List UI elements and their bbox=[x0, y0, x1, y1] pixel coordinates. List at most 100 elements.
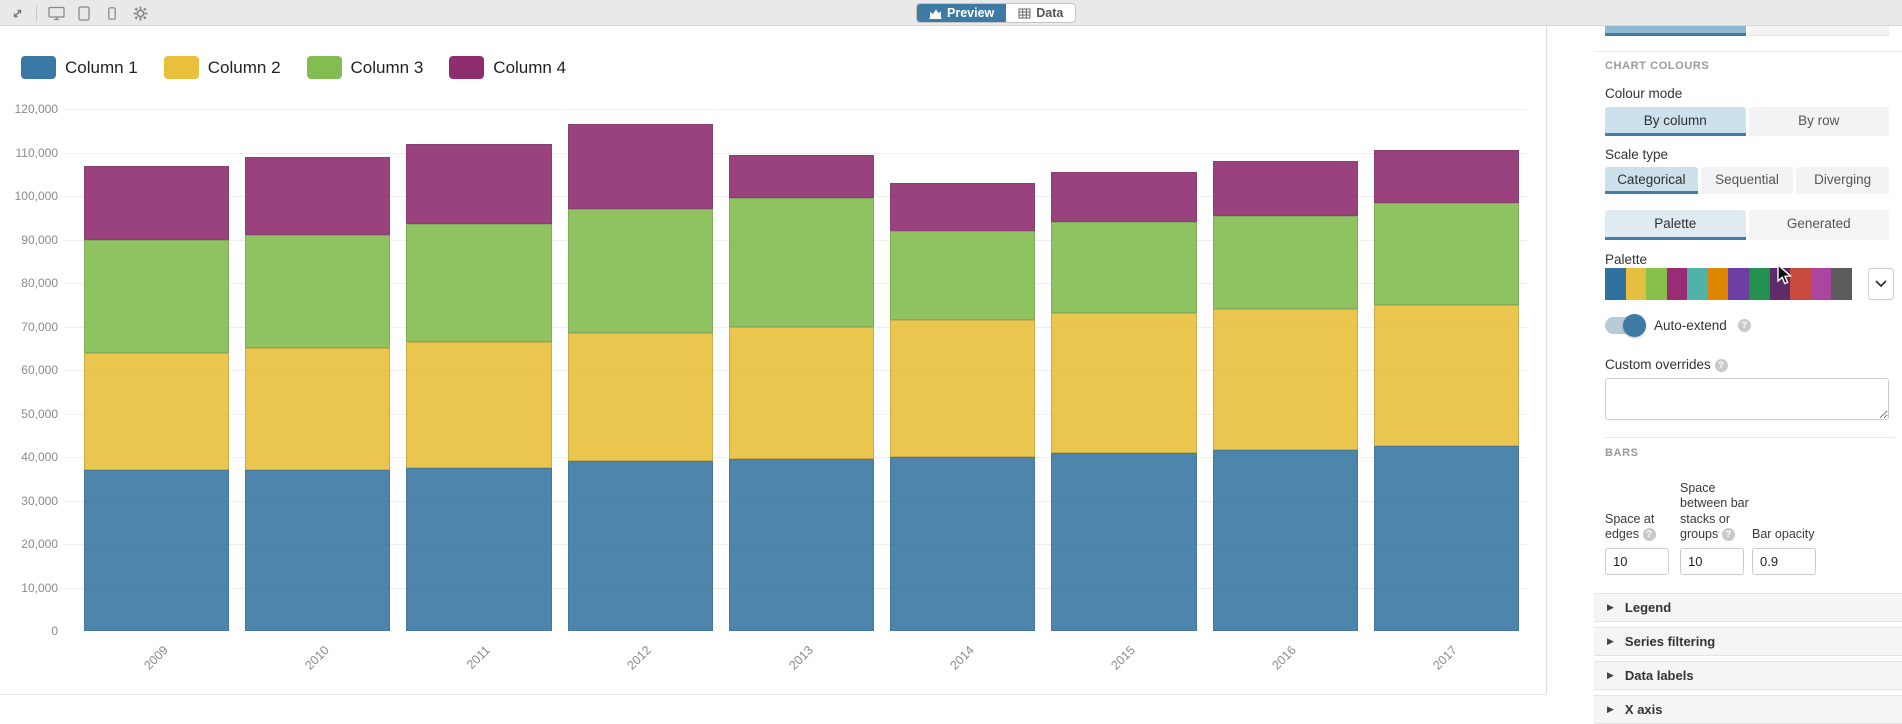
palette-swatch[interactable] bbox=[1790, 268, 1811, 300]
palette-swatch[interactable] bbox=[1769, 268, 1791, 300]
option-diverging[interactable]: Diverging bbox=[1796, 167, 1890, 194]
x-axis-tick-label: 2016 bbox=[1269, 643, 1300, 673]
palette-swatch[interactable] bbox=[1605, 268, 1626, 300]
bar-2011[interactable] bbox=[406, 143, 552, 631]
tab-preview[interactable]: Preview bbox=[917, 4, 1007, 22]
bar-segment[interactable] bbox=[1373, 304, 1519, 447]
bar-segment[interactable] bbox=[567, 209, 713, 334]
bar-segment[interactable] bbox=[890, 230, 1036, 320]
bar-segment[interactable] bbox=[245, 235, 391, 349]
space-between-input[interactable] bbox=[1680, 548, 1744, 575]
bar-segment[interactable] bbox=[1051, 172, 1197, 223]
accordion-x-axis[interactable]: ▶ X axis bbox=[1594, 695, 1902, 724]
accordion-label: Data labels bbox=[1624, 668, 1694, 683]
desktop-icon[interactable] bbox=[47, 4, 65, 22]
bar-segment[interactable] bbox=[406, 467, 552, 631]
bar-segment[interactable] bbox=[245, 470, 391, 631]
space-at-edges-input[interactable] bbox=[1605, 548, 1669, 575]
phone-icon[interactable] bbox=[103, 4, 121, 22]
question-mark-icon[interactable]: ? bbox=[1737, 319, 1751, 332]
palette-swatch[interactable] bbox=[1831, 268, 1852, 300]
bar-segment[interactable] bbox=[890, 319, 1036, 457]
bar-segment[interactable] bbox=[1373, 446, 1519, 631]
bar-segment[interactable] bbox=[1212, 309, 1358, 451]
expand-icon[interactable] bbox=[8, 4, 26, 22]
bar-segment[interactable] bbox=[1373, 202, 1519, 305]
question-mark-icon[interactable]: ? bbox=[1642, 527, 1656, 541]
bar-segment[interactable] bbox=[567, 124, 713, 210]
bar-segment[interactable] bbox=[1051, 222, 1197, 314]
bar-segment[interactable] bbox=[406, 143, 552, 225]
option-by-row[interactable]: By row bbox=[1748, 107, 1889, 136]
bar-segment[interactable] bbox=[84, 239, 230, 353]
option-categorical[interactable]: Categorical bbox=[1605, 167, 1698, 194]
tablet-icon[interactable] bbox=[75, 4, 93, 22]
accordion-label: X axis bbox=[1624, 702, 1663, 717]
bar-segment[interactable] bbox=[245, 348, 391, 471]
y-axis-tick-label: 110,000 bbox=[15, 145, 59, 160]
option-sequential[interactable]: Sequential bbox=[1700, 167, 1794, 194]
section-divider bbox=[1605, 437, 1895, 438]
bar-segment[interactable] bbox=[1051, 313, 1197, 453]
palette-swatch[interactable] bbox=[1646, 268, 1667, 300]
palette-swatch[interactable] bbox=[1810, 268, 1832, 300]
accordion-list: ▶ Legend ▶ Series filtering ▶ Data labels ▶ X a… bbox=[1594, 593, 1902, 724]
bar-2014[interactable] bbox=[890, 182, 1036, 631]
bar-segment[interactable] bbox=[890, 457, 1036, 631]
bar-segment[interactable] bbox=[245, 156, 391, 236]
bar-segment[interactable] bbox=[1373, 150, 1519, 203]
bar-2013[interactable] bbox=[728, 154, 875, 631]
bar-segment[interactable] bbox=[84, 165, 230, 240]
bar-segment[interactable] bbox=[1051, 452, 1197, 631]
palette-swatch[interactable] bbox=[1749, 268, 1770, 300]
option-palette[interactable]: Palette bbox=[1605, 210, 1746, 240]
bar-segment[interactable] bbox=[728, 154, 875, 199]
bar-segment[interactable] bbox=[567, 461, 713, 631]
tab-data[interactable]: Data bbox=[1006, 4, 1075, 22]
bar-segment[interactable] bbox=[728, 326, 875, 460]
accordion-series-filtering[interactable]: ▶ Series filtering bbox=[1594, 627, 1902, 656]
custom-overrides-textarea[interactable] bbox=[1605, 378, 1889, 420]
accordion-legend[interactable]: ▶ Legend bbox=[1594, 593, 1902, 622]
palette-swatch[interactable] bbox=[1625, 268, 1647, 300]
bar-segment[interactable] bbox=[406, 341, 552, 468]
bar-segment[interactable] bbox=[728, 459, 875, 631]
bar-segment[interactable] bbox=[890, 182, 1036, 231]
question-mark-icon[interactable]: ? bbox=[1714, 358, 1728, 372]
question-mark-icon[interactable]: ? bbox=[1721, 527, 1735, 541]
bar-2009[interactable] bbox=[84, 165, 230, 631]
gear-icon[interactable] bbox=[131, 4, 149, 22]
legend-item[interactable]: Column 1 bbox=[21, 56, 138, 79]
bar-segment[interactable] bbox=[1212, 161, 1358, 216]
legend-item[interactable]: Column 2 bbox=[163, 56, 281, 79]
legend-item[interactable]: Column 4 bbox=[449, 56, 566, 79]
palette-swatch[interactable] bbox=[1707, 268, 1729, 300]
bar-2017[interactable] bbox=[1373, 150, 1519, 631]
palette-swatch-strip[interactable] bbox=[1605, 268, 1852, 300]
bar-segment[interactable] bbox=[84, 352, 230, 471]
bar-2015[interactable] bbox=[1051, 172, 1197, 631]
bar-segment[interactable] bbox=[728, 198, 875, 327]
palette-swatch[interactable] bbox=[1728, 268, 1750, 300]
bar-segment[interactable] bbox=[1212, 450, 1358, 631]
y-axis-tick-label: 60,000 bbox=[21, 363, 58, 377]
auto-extend-toggle[interactable] bbox=[1605, 314, 1646, 337]
legend-item[interactable]: Column 3 bbox=[306, 56, 423, 79]
bar-2010[interactable] bbox=[245, 156, 391, 631]
y-axis-tick-label: 100,000 bbox=[14, 189, 58, 203]
option-generated[interactable]: Generated bbox=[1748, 210, 1889, 240]
accordion-data-labels[interactable]: ▶ Data labels bbox=[1594, 661, 1902, 690]
bar-opacity-input[interactable] bbox=[1752, 548, 1816, 575]
palette-dropdown-button[interactable] bbox=[1868, 268, 1894, 300]
bar-2016[interactable] bbox=[1212, 161, 1358, 631]
scale-type-label: Scale type bbox=[1605, 147, 1669, 162]
palette-swatch[interactable] bbox=[1687, 268, 1708, 300]
bar-2012[interactable] bbox=[567, 124, 713, 631]
bar-segment[interactable] bbox=[406, 224, 552, 342]
bar-segment[interactable] bbox=[1212, 215, 1358, 310]
palette-swatch[interactable] bbox=[1666, 268, 1688, 300]
chevron-right-icon: ▶ bbox=[1607, 704, 1614, 714]
bar-segment[interactable] bbox=[84, 470, 230, 631]
bar-segment[interactable] bbox=[567, 333, 713, 462]
option-by-column[interactable]: By column bbox=[1605, 107, 1746, 136]
